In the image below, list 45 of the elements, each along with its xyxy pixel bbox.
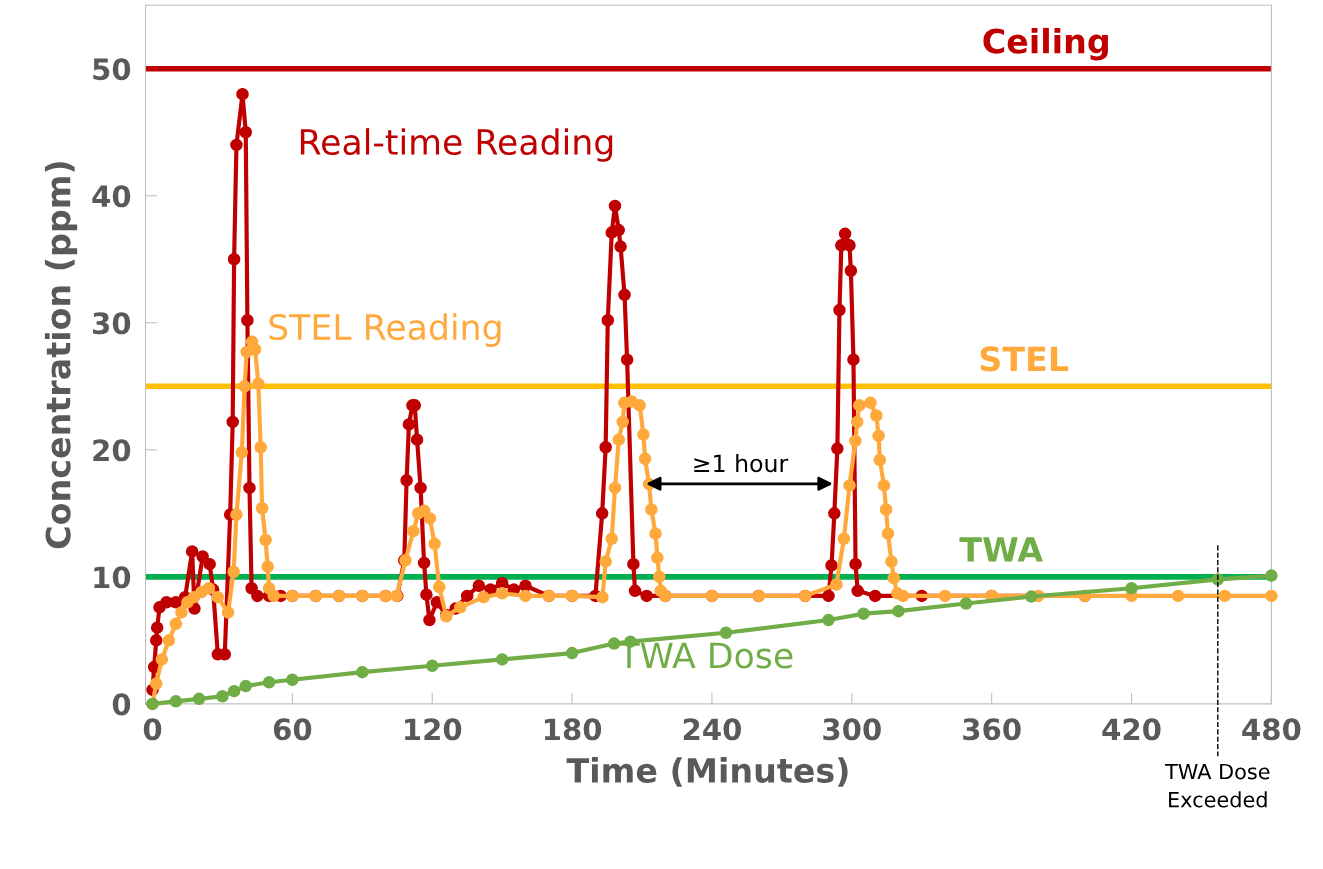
ref-line-label: Ceiling [983,27,1108,61]
point [495,653,509,666]
x-tick-label: 480 [1242,718,1301,741]
point [356,665,369,679]
point [425,659,439,673]
point [857,607,870,620]
x-axis-title: Time (Minutes) [566,757,848,787]
x-tick-label: 360 [963,718,1021,741]
annotation: ≥1 hour [694,453,789,473]
point [239,679,253,693]
y-tick-label: 10 [94,566,131,589]
point [565,646,579,660]
point [822,613,835,627]
point [227,684,241,698]
y-tick-label: 50 [93,58,131,81]
point [262,676,276,689]
x-tick-label: 120 [405,718,462,741]
point [216,690,229,703]
point [607,637,621,650]
ref-line-label: STEL [980,346,1069,372]
point [192,692,206,706]
x-tick-label: 0 [143,718,162,741]
point [959,597,973,610]
ref-line-label: TWA Dose Exceeded [1164,763,1270,808]
series-label: Real-time Reading [300,128,613,162]
y-tick-label: 30 [93,312,131,335]
x-tick-label: 60 [273,718,312,741]
point [1025,590,1038,603]
point [169,695,183,708]
ref-line-label: TWA [959,537,1043,562]
y-tick-label: 20 [93,439,131,462]
x-tick-label: 180 [544,718,602,741]
series-label: STEL Reading [269,313,501,347]
point [719,626,733,640]
x-tick-label: 240 [683,718,742,741]
point [286,673,299,687]
point [1125,582,1138,595]
y-tick-label: 0 [112,693,131,716]
x-tick-label: 300 [823,718,881,741]
point [1211,573,1225,586]
point [892,604,905,618]
point [1265,569,1278,582]
y-axis-title: Concentration (ppm) [44,162,78,549]
y-tick-label: 40 [92,185,131,208]
x-tick-label: 420 [1102,718,1161,741]
